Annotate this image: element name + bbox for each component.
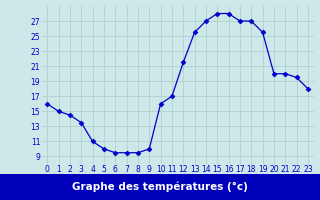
Text: Graphe des températures (°c): Graphe des températures (°c) (72, 182, 248, 192)
